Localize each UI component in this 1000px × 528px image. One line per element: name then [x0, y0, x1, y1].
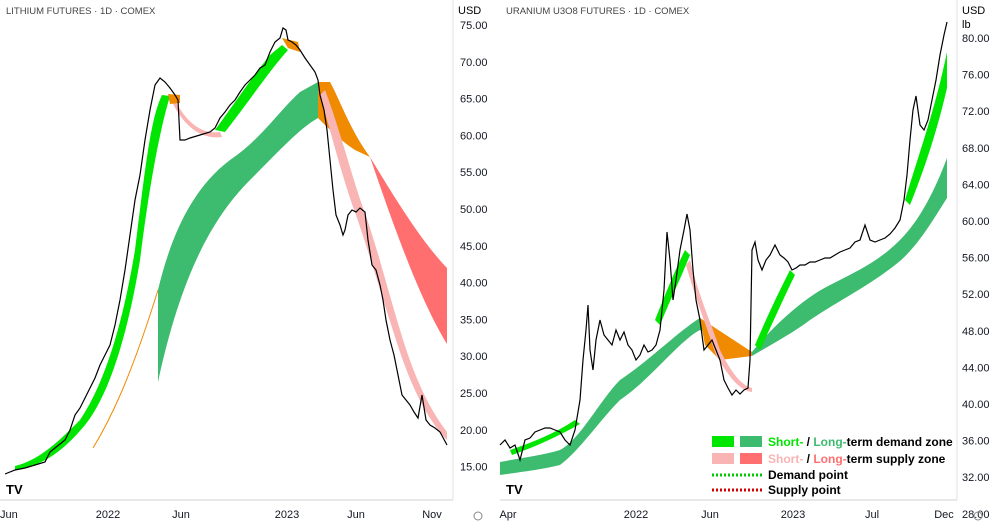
lithium-settings-icon[interactable]	[473, 511, 483, 521]
lithium-plot-area	[0, 0, 453, 500]
lithium-logo: TV	[6, 482, 23, 497]
legend-row1-rest: term demand zone	[847, 435, 953, 449]
uranium-y-tick-label: 40.00	[962, 399, 990, 411]
lithium-x-tick-label: Nov	[422, 509, 442, 521]
lithium-long-demand-band	[158, 82, 318, 382]
uranium-y-tick-label: 52.00	[962, 289, 990, 301]
uranium-x-tick-label: 2023	[781, 509, 805, 521]
lithium-y-tick-label: 30.00	[460, 351, 488, 363]
lithium-price-line	[4, 27, 448, 475]
legend-long-demand-swatch	[740, 436, 762, 447]
legend-long-supply-swatch	[740, 453, 762, 464]
uranium-x-tick-label: Jul	[865, 509, 879, 521]
uranium-short-demand-band	[510, 52, 947, 455]
lithium-y-tick-label: 55.00	[460, 167, 488, 179]
lithium-title: LITHIUM FUTURES · 1D · COMEX	[6, 6, 156, 17]
legend-short-demand-swatch	[712, 436, 734, 447]
lithium-x-tick-label: 2023	[275, 509, 299, 521]
uranium-price-line	[499, 21, 948, 463]
lithium-x-tick-label: Jun	[0, 509, 18, 521]
uranium-y-tick-label: 36.00	[962, 436, 990, 448]
legend-row3: Demand point	[768, 468, 848, 482]
lithium-x-tick-label: 2022	[96, 509, 120, 521]
lithium-x-ticks: Jun 2022 Jun 2023 Jun Nov	[0, 509, 442, 521]
legend: Short- / Long-term demand zone Short- / …	[712, 435, 953, 497]
legend-row1-mid: /	[803, 435, 813, 449]
legend-row1-short: Short-	[768, 435, 803, 449]
lithium-x-tick-label: Jun	[347, 509, 365, 521]
uranium-y-tick-label: 48.00	[962, 326, 990, 338]
legend-row1-long: Long-	[813, 435, 846, 449]
lithium-y-tick-label: 20.00	[460, 425, 488, 437]
uranium-logo: TV	[506, 482, 523, 497]
lithium-currency-label: USD	[458, 5, 481, 17]
legend-short-supply-swatch	[712, 453, 734, 464]
lithium-panel: LITHIUM FUTURES · 1D · COMEX USD 75.00 70…	[0, 0, 488, 521]
uranium-y-tick-label: 72.00	[962, 106, 990, 118]
uranium-title: URANIUM U3O8 FUTURES · 1D · COMEX	[506, 6, 690, 17]
lithium-long-supply-band	[370, 157, 447, 344]
uranium-y-tick-label: 32.00	[962, 472, 990, 484]
lithium-y-tick-label: 45.00	[460, 241, 488, 253]
uranium-panel: URANIUM U3O8 FUTURES · 1D · COMEX USD lb…	[499, 0, 990, 521]
uranium-y-tick-label: 80.00	[962, 33, 990, 45]
lithium-orange-thin-line	[92, 289, 159, 449]
lithium-x-tick-label: Jun	[172, 509, 190, 521]
uranium-short-supply-band	[686, 260, 752, 392]
uranium-settings-icon[interactable]	[973, 511, 983, 521]
legend-row2-short: Short-	[768, 452, 803, 466]
lithium-y-tick-label: 60.00	[460, 130, 488, 142]
lithium-y-tick-label: 50.00	[460, 204, 488, 216]
uranium-x-tick-label: 2022	[624, 509, 648, 521]
uranium-currency-label: USD	[962, 5, 985, 17]
legend-row2-long: Long-	[813, 452, 846, 466]
lithium-y-tick-label: 25.00	[460, 388, 488, 400]
legend-row1: Short- / Long-term demand zone	[768, 435, 953, 449]
legend-row2-mid: /	[803, 452, 813, 466]
uranium-y-tick-label: 28.00	[962, 509, 990, 521]
legend-row2-rest: term supply zone	[847, 452, 946, 466]
lithium-y-tick-label: 70.00	[460, 57, 488, 69]
lithium-y-tick-label: 75.00	[460, 20, 488, 32]
lithium-y-tick-label: 15.00	[460, 462, 488, 474]
lithium-orange-marker-1	[168, 94, 180, 104]
uranium-y-ticks: 80.00 76.00 72.00 68.00 64.00 60.00 56.00 52.00…	[962, 33, 990, 521]
lithium-y-tick-label: 65.00	[460, 94, 488, 106]
legend-row2: Short- / Long-term supply zone	[768, 452, 946, 466]
lithium-y-ticks: 75.00 70.00 65.00 60.00 55.00 50.00 45.00 40.00…	[460, 20, 488, 474]
uranium-x-tick-label: Apr	[499, 509, 516, 521]
uranium-y-tick-label: 68.00	[962, 143, 990, 155]
uranium-y-tick-label: 76.00	[962, 70, 990, 82]
uranium-y-tick-label: 56.00	[962, 253, 990, 265]
uranium-y-tick-label: 60.00	[962, 216, 990, 228]
uranium-x-tick-label: Jun	[701, 509, 719, 521]
lithium-orange-marker-2	[282, 38, 300, 52]
uranium-long-demand-band	[500, 158, 947, 475]
uranium-unit-label: lb	[962, 19, 971, 31]
uranium-y-tick-label: 64.00	[962, 179, 990, 191]
legend-row4: Supply point	[768, 483, 841, 497]
uranium-x-tick-label: Dec	[934, 509, 954, 521]
lithium-transition-band	[318, 82, 370, 157]
uranium-transition-band	[700, 318, 752, 360]
uranium-y-tick-label: 44.00	[962, 362, 990, 374]
uranium-x-ticks: Apr 2022 Jun 2023 Jul Dec	[499, 509, 954, 521]
lithium-y-tick-label: 35.00	[460, 314, 488, 326]
lithium-y-tick-label: 40.00	[460, 278, 488, 290]
